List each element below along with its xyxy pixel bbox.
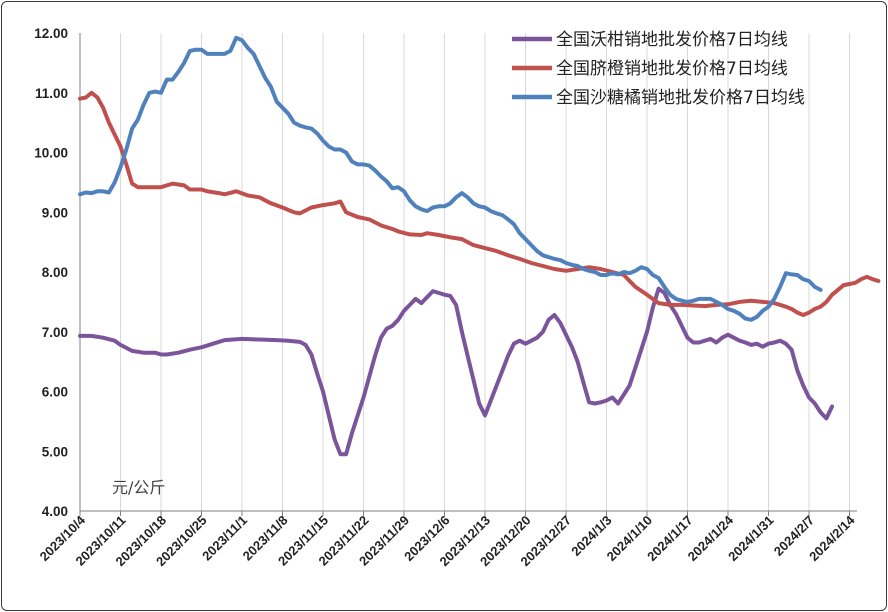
y-tick-label: 12.00	[34, 26, 68, 41]
series-line-1	[78, 286, 835, 457]
y-tick-label: 8.00	[42, 265, 68, 280]
series-lines	[78, 35, 881, 457]
legend: 全国沃柑销地批发价格7日均线全国脐橙销地批发价格7日均线全国沙糖橘销地批发价格7…	[512, 30, 805, 108]
y-tick-label: 7.00	[42, 325, 68, 340]
y-tick-label: 10.00	[34, 146, 68, 161]
y-tick-label: 9.00	[42, 205, 68, 220]
y-tick-label: 6.00	[42, 385, 68, 400]
legend-label-2: 全国脐橙销地批发价格7日均线	[556, 59, 788, 79]
y-tick-label: 4.00	[42, 504, 68, 519]
legend-label-3: 全国沙糖橘销地批发价格7日均线	[556, 88, 805, 108]
x-tick-label: 2024/2/14	[806, 512, 858, 564]
legend-label-1: 全国沃柑销地批发价格7日均线	[556, 30, 788, 50]
y-tick-label: 11.00	[35, 86, 68, 101]
y-axis-tick-labels: 4.00 5.00 6.00 7.00 8.00 9.00 10.00 11.00 12.00	[34, 26, 68, 519]
series-line-3	[78, 35, 823, 322]
y-tick-label: 5.00	[42, 444, 68, 459]
unit-label: 元/公斤	[112, 478, 165, 497]
series-line-2	[78, 90, 881, 317]
